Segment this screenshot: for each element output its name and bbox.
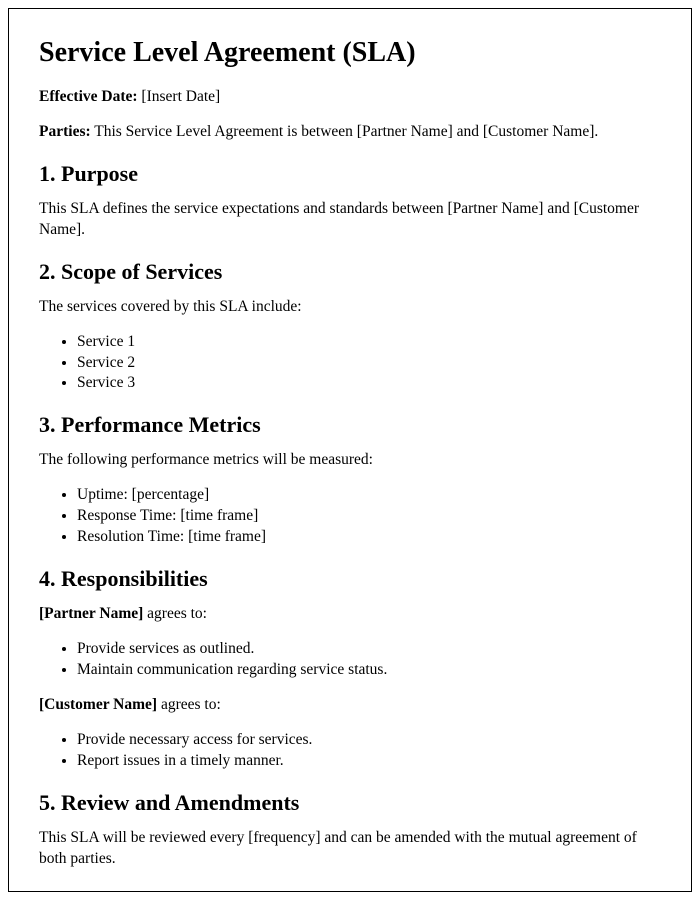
list-item: Service 1	[77, 332, 661, 353]
list-item: Report issues in a timely manner.	[77, 751, 661, 772]
list-item: Service 3	[77, 373, 661, 394]
customer-responsibility-line: [Customer Name] agrees to:	[39, 695, 661, 716]
customer-responsibility-list: Provide necessary access for services. R…	[39, 730, 661, 772]
effective-date-line: Effective Date: [Insert Date]	[39, 87, 661, 108]
purpose-body: This SLA defines the service expectation…	[39, 199, 661, 241]
section-heading-metrics: 3. Performance Metrics	[39, 412, 661, 438]
customer-tail: agrees to:	[157, 696, 221, 713]
section-heading-scope: 2. Scope of Services	[39, 259, 661, 285]
effective-date-value: [Insert Date]	[138, 88, 221, 105]
document-page: Service Level Agreement (SLA) Effective …	[8, 8, 692, 892]
list-item: Response Time: [time frame]	[77, 506, 661, 527]
list-item: Service 2	[77, 353, 661, 374]
section-heading-review: 5. Review and Amendments	[39, 790, 661, 816]
partner-label: [Partner Name]	[39, 605, 143, 622]
metrics-list: Uptime: [percentage] Response Time: [tim…	[39, 485, 661, 548]
review-body: This SLA will be reviewed every [frequen…	[39, 828, 661, 870]
scope-list: Service 1 Service 2 Service 3	[39, 332, 661, 395]
parties-value: This Service Level Agreement is between …	[91, 123, 599, 140]
scope-intro: The services covered by this SLA include…	[39, 297, 661, 318]
metrics-intro: The following performance metrics will b…	[39, 450, 661, 471]
list-item: Provide necessary access for services.	[77, 730, 661, 751]
partner-tail: agrees to:	[143, 605, 207, 622]
parties-line: Parties: This Service Level Agreement is…	[39, 122, 661, 143]
parties-label: Parties:	[39, 123, 91, 140]
document-title: Service Level Agreement (SLA)	[39, 37, 661, 69]
partner-responsibility-list: Provide services as outlined. Maintain c…	[39, 639, 661, 681]
list-item: Maintain communication regarding service…	[77, 660, 661, 681]
customer-label: [Customer Name]	[39, 696, 157, 713]
section-heading-responsibilities: 4. Responsibilities	[39, 566, 661, 592]
list-item: Resolution Time: [time frame]	[77, 527, 661, 548]
partner-responsibility-line: [Partner Name] agrees to:	[39, 604, 661, 625]
section-heading-purpose: 1. Purpose	[39, 161, 661, 187]
list-item: Uptime: [percentage]	[77, 485, 661, 506]
effective-date-label: Effective Date:	[39, 88, 138, 105]
list-item: Provide services as outlined.	[77, 639, 661, 660]
